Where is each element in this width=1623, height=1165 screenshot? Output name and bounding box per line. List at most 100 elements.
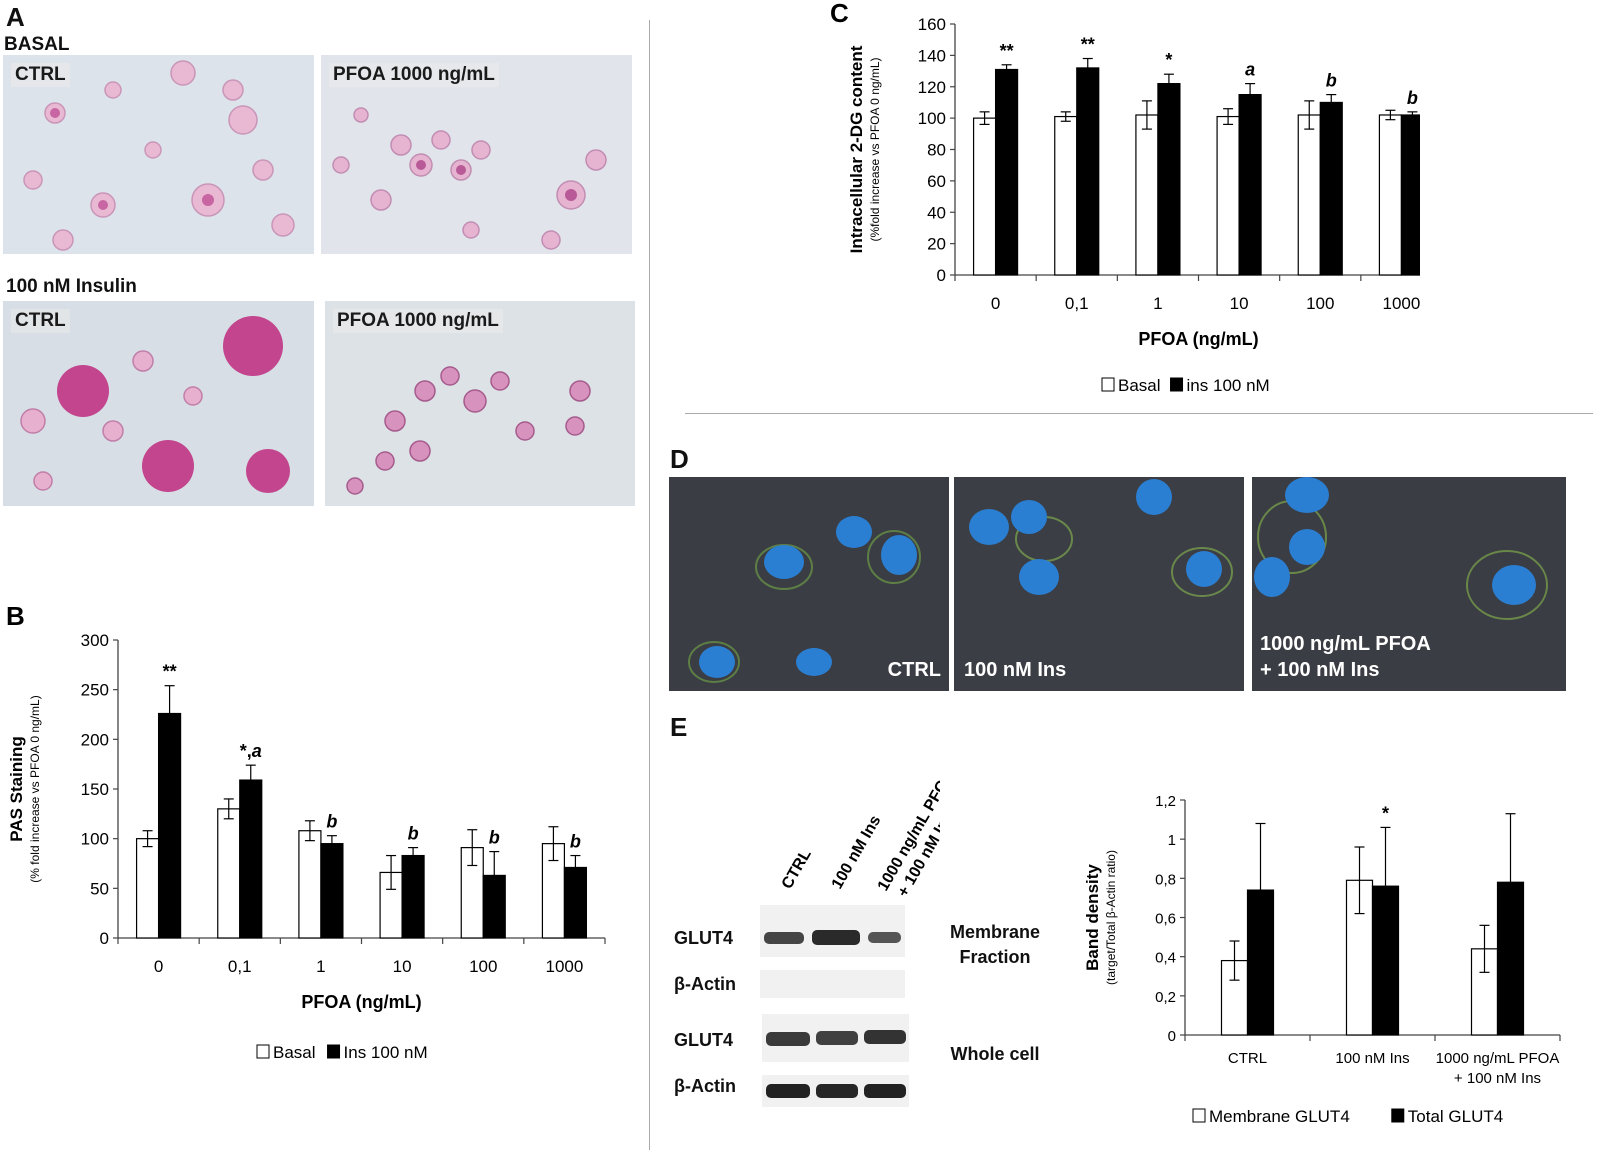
micrograph-basal-ctrl-image	[3, 55, 314, 254]
panel-a-letter: A	[6, 2, 25, 32]
x-tick-label: 0,1	[1065, 294, 1089, 313]
x-tick-label: 0,1	[228, 957, 252, 976]
legend-swatch	[1170, 377, 1184, 392]
y-tick-label: 0,6	[1155, 911, 1176, 928]
y-tick-label: 300	[81, 631, 109, 650]
insulin-section-label: 100 nM Insulin	[6, 276, 137, 297]
y-tick-label: 80	[927, 141, 946, 160]
significance-label: *	[1382, 803, 1389, 823]
significance-label: **	[1000, 41, 1014, 61]
y-tick-label: 60	[927, 172, 946, 191]
bar	[239, 779, 263, 939]
blot-actin-membrane	[760, 970, 905, 998]
row-label-glut4-whole: GLUT4	[674, 1030, 734, 1050]
horizontal-divider	[685, 413, 1593, 414]
significance-label: **	[1081, 35, 1095, 55]
fluorescence-label: CTRL	[887, 659, 941, 681]
x-tick-label: 0	[154, 957, 163, 976]
significance-label: *,a	[240, 741, 262, 761]
bar	[157, 712, 182, 939]
y-axis-title: Intracellular 2-DG content	[847, 45, 866, 253]
fraction-label-line2: Fraction	[959, 947, 1031, 967]
fluorescence-label: 100 nM Ins	[964, 659, 1067, 681]
legend-label: Total GLUT4	[1408, 1107, 1503, 1126]
x-tick-label: 1	[1153, 294, 1162, 313]
lane-label-ctrl: CTRL	[779, 846, 815, 892]
panel-e-letter: E	[670, 712, 688, 742]
legend-swatch	[327, 1044, 341, 1059]
y-tick-label: 0	[937, 266, 946, 285]
x-tick-label: 1000	[1383, 294, 1420, 313]
fluorescence-ctrl-image	[669, 477, 949, 691]
y-tick-label: 120	[918, 78, 946, 97]
fluorescence-label: 1000 ng/mL PFOA + 100 nM Ins	[1260, 631, 1431, 683]
fluorescence-pfoa-insulin: 1000 ng/mL PFOA + 100 nM Ins	[1252, 477, 1566, 691]
bar	[994, 68, 1019, 276]
y-tick-label: 0,2	[1155, 989, 1176, 1006]
x-tick-label: 1	[316, 957, 325, 976]
panel-d-letter: D	[670, 444, 689, 474]
blot-glut4-membrane	[760, 905, 905, 957]
bar	[1319, 101, 1343, 276]
fluorescence-label-line2: + 100 nM Ins	[1260, 659, 1380, 681]
micrograph-insulin-ctrl: CTRL	[3, 301, 314, 506]
basal-section-label: BASAL	[4, 34, 70, 55]
significance-label: b	[408, 824, 419, 844]
x-tick-label: 10	[393, 957, 412, 976]
bar	[1054, 115, 1078, 276]
legend-label: Ins 100 nM	[344, 1043, 428, 1062]
y-tick-label: 0	[100, 929, 109, 948]
fluorescence-insulin-image	[954, 477, 1244, 691]
y-tick-label: 150	[81, 780, 109, 799]
x-tick-label: 10	[1230, 294, 1249, 313]
legend-swatch	[1101, 377, 1115, 392]
lane-label-insulin: 100 nM Ins	[829, 813, 885, 892]
fraction-label-line1: Membrane	[949, 922, 1041, 942]
row-label-actin-whole: β-Actin	[674, 1076, 736, 1096]
bar	[401, 854, 425, 939]
blot-glut4-whole-bands	[766, 1030, 906, 1046]
fraction-label-membrane: Membrane Fraction	[935, 922, 1055, 968]
legend-label: ins 100 nM	[1187, 376, 1270, 395]
x-axis-title: PFOA (ng/mL)	[1138, 329, 1258, 349]
y-tick-label: 0,8	[1155, 871, 1176, 888]
significance-label: b	[1326, 71, 1337, 91]
legend-swatch	[1192, 1108, 1206, 1123]
micrograph-insulin-pfoa: PFOA 1000 ng/mL	[325, 301, 635, 506]
row-label-glut4-membrane: GLUT4	[674, 928, 734, 948]
x-tick-label: 100	[469, 957, 497, 976]
lane-labels-svg: CTRL 100 nM Ins 1000 ng/mL PFOA + 100 nM…	[779, 767, 958, 900]
y-tick-label: 1,2	[1155, 793, 1176, 810]
micrograph-basal-pfoa: PFOA 1000 ng/mL	[321, 55, 632, 254]
micrograph-insulin-ctrl-image	[3, 301, 314, 506]
y-tick-label: 0,4	[1155, 950, 1176, 967]
significance-label: b	[489, 828, 500, 848]
lane-labels: CTRL 100 nM Ins 1000 ng/mL PFOA + 100 nM…	[760, 760, 958, 900]
legend-label: Basal	[273, 1043, 316, 1062]
y-axis-title: Band density	[1085, 864, 1102, 971]
x-axis-title: PFOA (ng/mL)	[301, 992, 421, 1012]
micrograph-label: CTRL	[11, 63, 70, 87]
bar	[298, 830, 322, 939]
bar	[217, 808, 241, 939]
bar	[1238, 93, 1262, 276]
micrograph-basal-pfoa-image	[321, 55, 632, 254]
row-label-actin-membrane: β-Actin	[674, 974, 736, 994]
legend-label: Basal	[1118, 376, 1161, 395]
chart-b-svg: B 0 50 100 150 200 250 300 0 ** 0,1 *,a 1 b 10 b 100 b 100…	[6, 601, 606, 1062]
x-tick-label: 100 nM Ins	[1335, 1050, 1409, 1067]
y-tick-label: 140	[918, 46, 946, 65]
bar	[972, 117, 997, 276]
micrograph-basal-ctrl: CTRL	[3, 55, 314, 254]
x-tick-label: 0	[991, 294, 1000, 313]
y-tick-label: 20	[927, 235, 946, 254]
y-tick-label: 0	[1168, 1028, 1176, 1045]
panel-letter: B	[6, 601, 25, 631]
y-tick-label: 200	[81, 730, 109, 749]
x-tick-label: + 100 nM Ins	[1454, 1070, 1541, 1087]
panel-letter: C	[830, 0, 849, 28]
blot-glut4-whole	[762, 1014, 909, 1062]
micrograph-label: PFOA 1000 ng/mL	[329, 63, 499, 87]
blot-actin-whole-bands	[766, 1084, 906, 1098]
fluorescence-insulin: 100 nM Ins	[954, 477, 1244, 691]
